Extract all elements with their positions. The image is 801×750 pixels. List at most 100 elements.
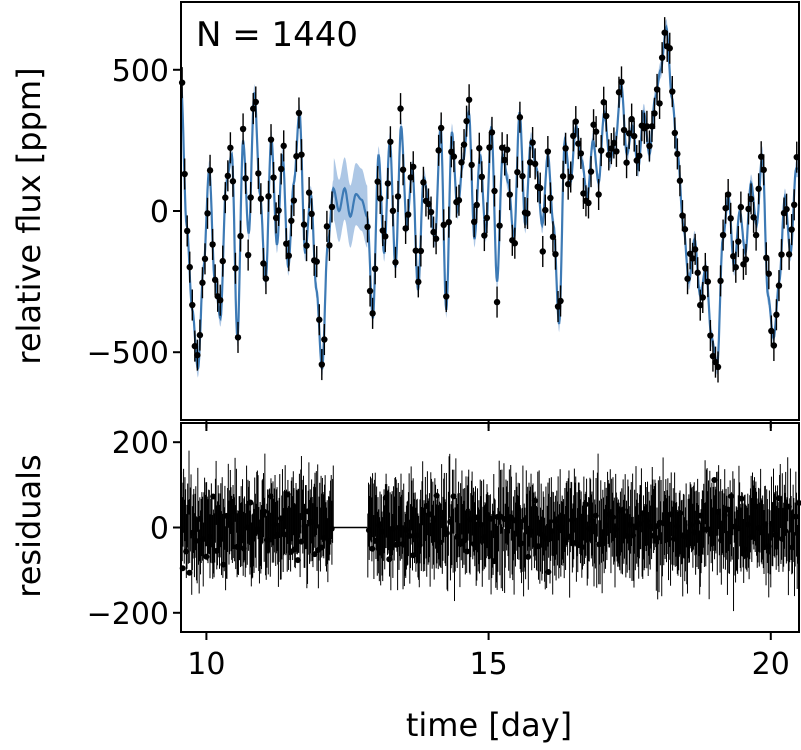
residual-data-point: [294, 557, 301, 564]
flux-data-point: [737, 203, 745, 211]
flux-data-point: [643, 123, 651, 130]
residual-data-point: [213, 547, 220, 554]
flux-data-point: [516, 114, 524, 121]
flux-data-point: [699, 294, 706, 301]
flux-data-point: [323, 223, 331, 230]
flux-data-points: [178, 17, 800, 383]
flux-data-point: [775, 282, 783, 289]
residual-data-point: [233, 543, 240, 550]
residual-data-point: [755, 524, 762, 531]
residual-data-point: [240, 545, 247, 552]
flux-data-point: [580, 190, 587, 197]
flux-data-point: [590, 121, 597, 128]
flux-data-point: [458, 159, 465, 166]
flux-data-point: [275, 207, 282, 214]
flux-data-point: [689, 255, 696, 262]
residual-data-point: [782, 528, 789, 535]
residual-data-point: [748, 533, 755, 540]
flux-data-point: [455, 197, 463, 204]
flux-data-point: [671, 129, 679, 137]
flux-data-point: [272, 214, 280, 222]
residual-data-point: [663, 520, 670, 527]
flux-data-point: [722, 204, 729, 212]
residual-data-point: [196, 515, 203, 522]
residual-data-point: [298, 538, 305, 545]
flux-data-point: [217, 296, 224, 304]
flux-data-point: [646, 142, 653, 150]
flux-data-point: [577, 150, 585, 157]
residual-data-point: [779, 535, 786, 542]
residual-data-point: [525, 553, 532, 560]
residual-data-point: [582, 501, 589, 508]
flux-data-point: [724, 191, 732, 198]
flux-data-point: [785, 251, 793, 258]
x-tick-label: 15: [469, 647, 507, 682]
flux-data-point: [399, 166, 407, 173]
flux-data-point: [603, 112, 610, 120]
flux-data-point: [209, 241, 216, 248]
residual-data-point: [542, 535, 549, 542]
flux-data-point: [653, 86, 661, 93]
residual-data-point: [437, 539, 444, 546]
residual-data-point: [636, 520, 643, 527]
flux-data-point: [552, 250, 559, 258]
flux-data-point: [318, 361, 326, 368]
flux-data-point: [714, 363, 722, 371]
flux-data-point: [255, 170, 262, 177]
residual-data-point: [596, 541, 603, 548]
residual-data-point: [376, 522, 383, 529]
flux-data-point: [364, 223, 371, 231]
residual-data-point: [443, 530, 450, 537]
y-tick-label-top: 500: [112, 54, 169, 89]
residual-data-point: [552, 518, 559, 525]
flux-data-point: [504, 146, 511, 153]
flux-data-point: [437, 124, 445, 132]
flux-data-point: [511, 240, 519, 247]
flux-data-point: [402, 225, 409, 232]
residual-data-point: [738, 495, 745, 502]
residual-data-point: [765, 543, 772, 550]
flux-data-point: [313, 258, 320, 265]
residual-data-point: [484, 511, 491, 518]
residual-data-point: [183, 548, 190, 555]
flux-data-point: [267, 136, 275, 143]
flux-data-point: [206, 167, 214, 174]
flux-data-point: [219, 257, 226, 265]
flux-data-point: [740, 261, 747, 268]
residual-data-point: [751, 503, 758, 510]
residual-data-point: [453, 533, 460, 540]
flux-data-point: [420, 179, 427, 186]
residual-data-point: [745, 521, 752, 528]
residual-data-point: [768, 520, 775, 527]
flux-data-point: [707, 332, 714, 339]
uncertainty-band-area: [181, 18, 799, 378]
flux-data-point: [676, 177, 684, 184]
flux-data-point: [526, 159, 534, 166]
flux-data-point: [290, 197, 298, 204]
flux-data-point: [763, 254, 770, 262]
flux-data-point: [277, 165, 285, 173]
residual-data-point: [474, 514, 481, 521]
flux-data-point: [732, 264, 739, 271]
residual-data-point: [304, 508, 311, 515]
flux-data-point: [618, 78, 625, 86]
y-tick-label-bottom: −200: [87, 597, 169, 632]
flux-data-point: [575, 140, 582, 147]
flux-data-point: [239, 125, 247, 133]
residual-data-point: [416, 542, 423, 549]
x-tick-label: 10: [187, 647, 225, 682]
residual-data-point: [230, 508, 237, 515]
flux-data-point: [735, 238, 742, 245]
flux-data-point: [483, 214, 491, 222]
flux-data-point: [262, 275, 270, 282]
flux-data-point: [448, 148, 455, 155]
flux-data-point: [427, 208, 435, 216]
flux-data-point: [445, 218, 452, 226]
residual-data-point: [521, 517, 528, 524]
residual-data-point: [592, 512, 599, 519]
flux-data-point: [397, 105, 404, 112]
residual-data-point: [528, 528, 535, 535]
residual-data-point: [697, 512, 704, 519]
residual-data-point: [389, 525, 396, 532]
residual-data-point: [487, 515, 494, 522]
